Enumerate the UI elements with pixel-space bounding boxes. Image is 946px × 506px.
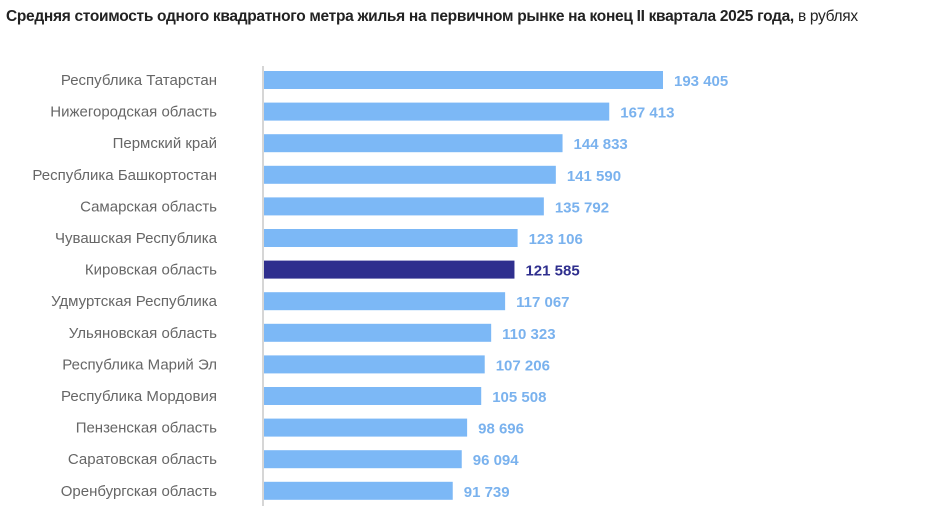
title-unit: в рублях: [797, 8, 858, 25]
category-label: Саратовская область: [68, 451, 217, 468]
category-label: Республика Татарстан: [61, 72, 217, 89]
category-label: Республика Мордовия: [61, 388, 217, 405]
category-label: Оренбургская область: [61, 483, 217, 500]
category-label: Республика Марий Эл: [62, 356, 217, 373]
category-label: Пермский край: [113, 135, 217, 152]
chart-title: Средняя стоимость одного квадратного мет…: [6, 8, 858, 26]
category-label: Кировская область: [85, 262, 217, 279]
bar: [264, 292, 506, 311]
title-main: Средняя стоимость одного квадратного мет…: [6, 8, 794, 25]
data-label: 107 206: [496, 357, 550, 374]
category-label: Удмуртская Республика: [51, 293, 218, 310]
data-label: 117 067: [516, 294, 569, 311]
data-label: 110 323: [502, 326, 555, 343]
category-label: Нижегородская область: [50, 104, 217, 121]
bar: [264, 134, 563, 153]
data-label: 91 739: [464, 484, 510, 501]
bar: [264, 418, 468, 437]
bar: [264, 355, 485, 374]
bar: [264, 165, 556, 184]
data-label: 105 508: [492, 389, 546, 406]
bar: [264, 481, 453, 500]
data-label: 96 094: [473, 452, 520, 469]
data-label: 121 585: [525, 263, 579, 280]
category-label: Республика Башкортостан: [32, 167, 217, 184]
bar: [264, 387, 482, 405]
data-label: 144 833: [574, 136, 628, 153]
bar: [264, 323, 492, 342]
bar-highlighted: [264, 260, 515, 279]
data-label: 141 590: [567, 168, 621, 185]
category-label: Самарская область: [80, 198, 217, 215]
data-label: 167 413: [620, 105, 674, 122]
bar: [264, 450, 462, 469]
category-label: Чувашская Республика: [55, 230, 218, 247]
bar: [264, 197, 544, 216]
bar: [264, 229, 518, 247]
data-label: 123 106: [529, 231, 583, 248]
data-label: 98 696: [478, 421, 524, 438]
bar: [264, 71, 663, 89]
data-label: 135 792: [555, 199, 609, 216]
data-label: 193 405: [674, 73, 728, 90]
category-label: Пензенская область: [76, 420, 217, 437]
bar: [264, 102, 610, 121]
category-label: Ульяновская область: [69, 325, 217, 342]
